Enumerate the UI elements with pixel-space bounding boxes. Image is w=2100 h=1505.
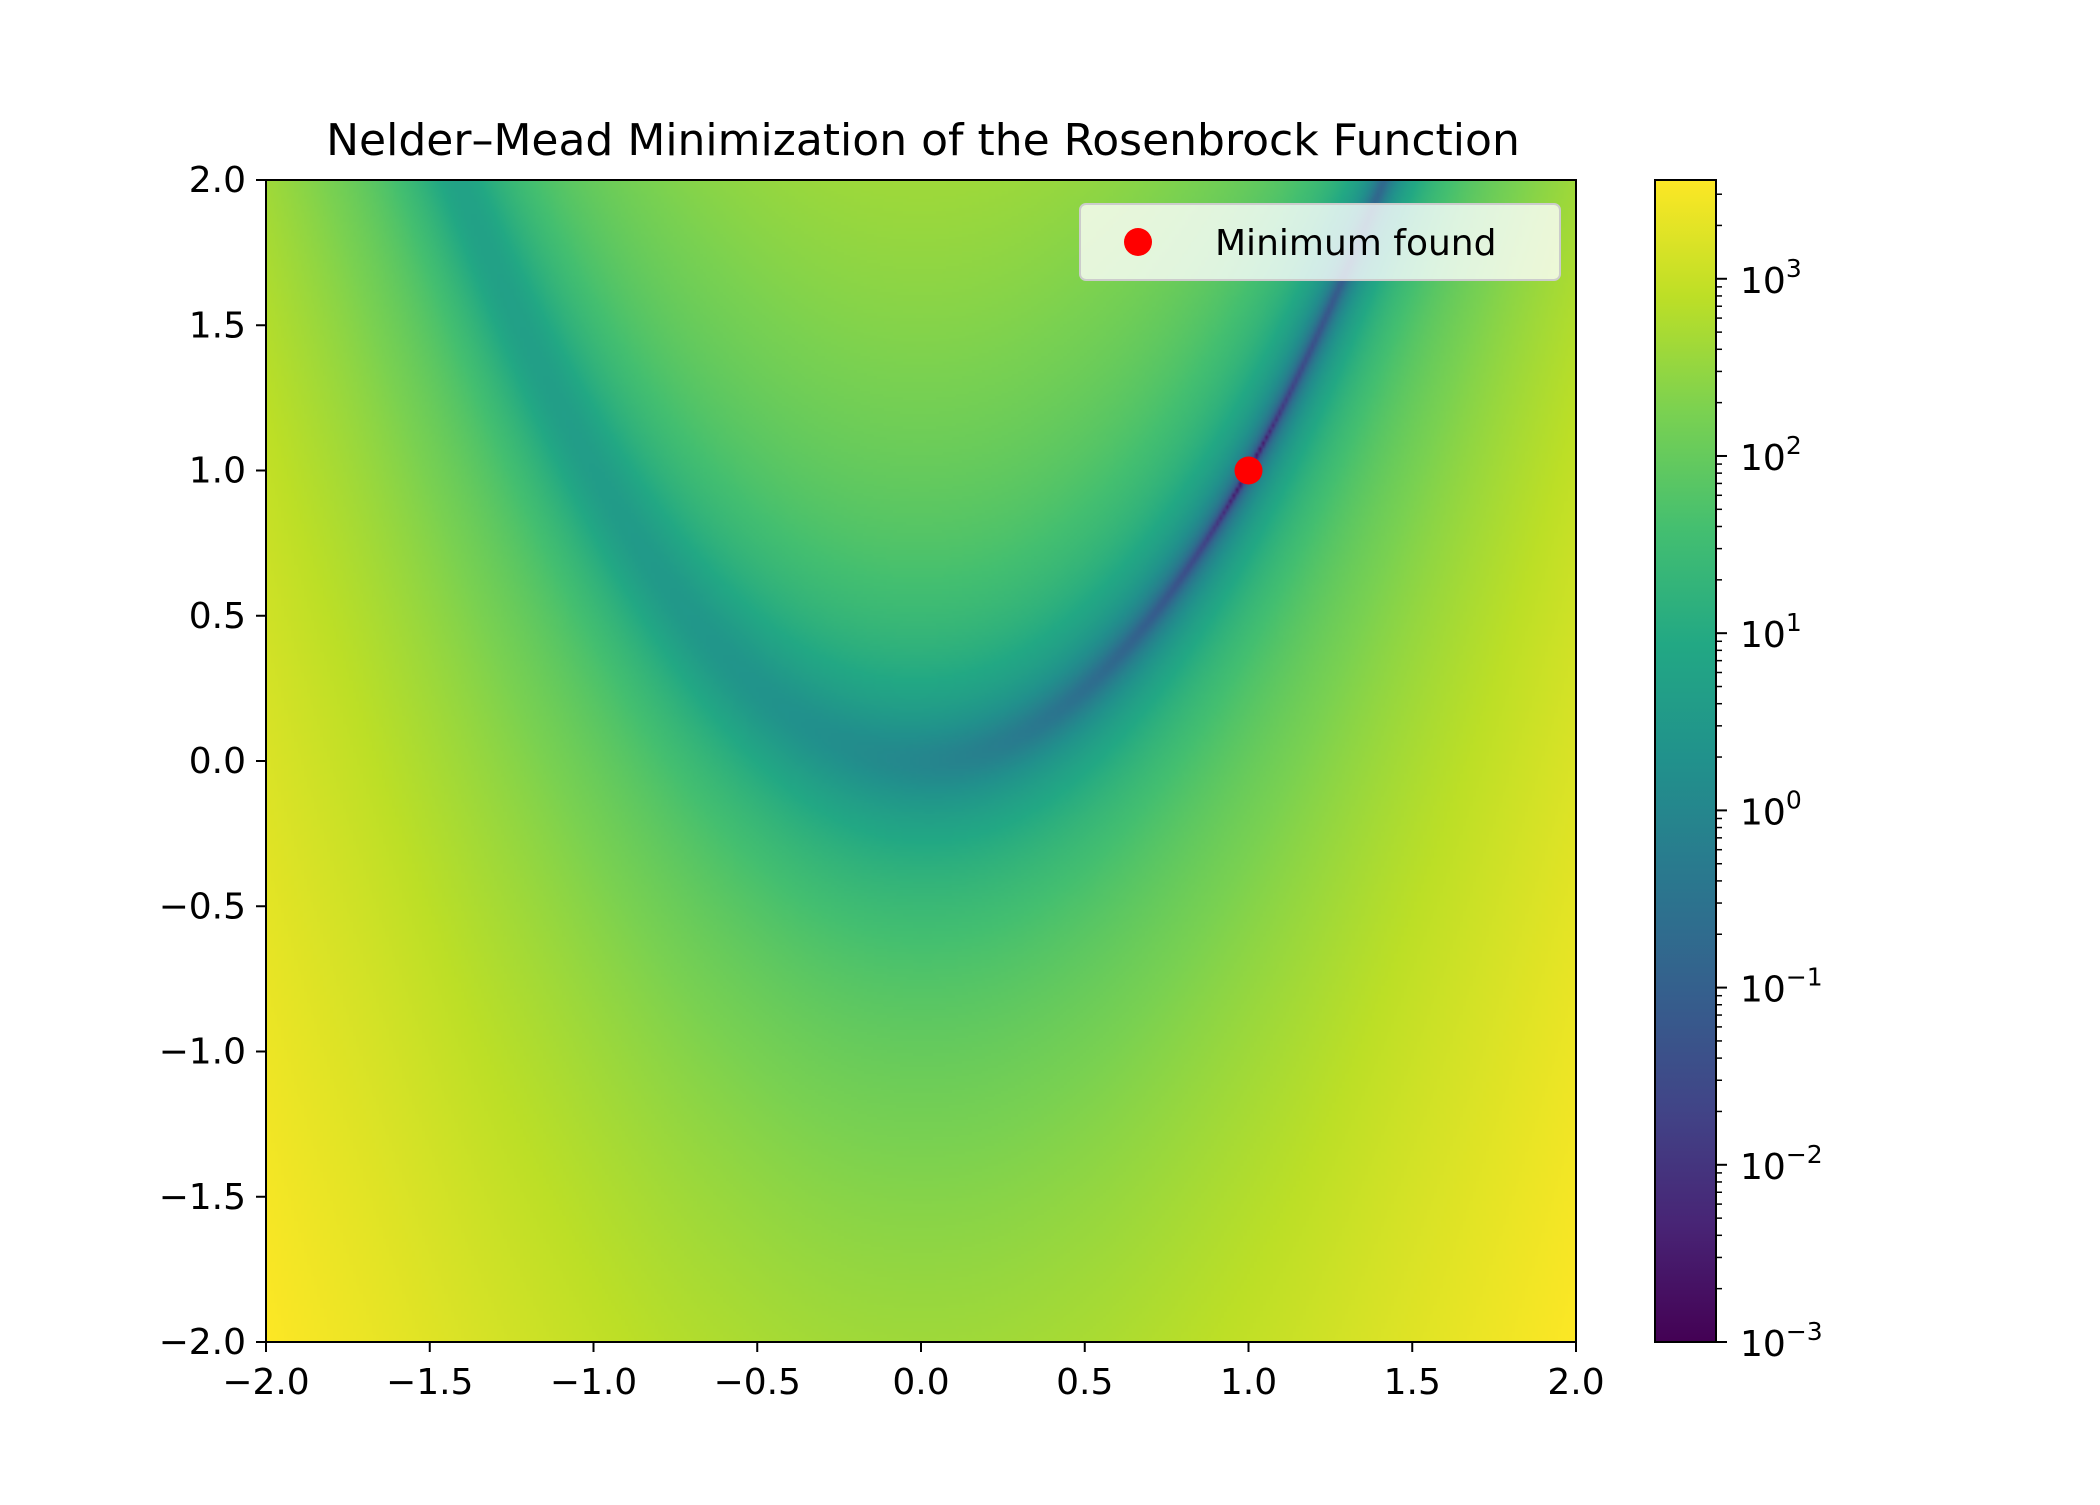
colorbar-tick-label: 103 bbox=[1740, 254, 1802, 302]
x-tick-label: −0.5 bbox=[714, 1362, 801, 1403]
x-tick-label: −2.0 bbox=[222, 1362, 309, 1403]
x-tick-label: 2.0 bbox=[1547, 1362, 1604, 1403]
y-tick-label: −1.5 bbox=[159, 1177, 246, 1218]
x-tick-label: 1.0 bbox=[1220, 1362, 1277, 1403]
y-tick-label: 0.5 bbox=[189, 596, 246, 637]
y-tick-label: 1.5 bbox=[189, 305, 246, 346]
x-tick-label: 0.0 bbox=[892, 1362, 949, 1403]
legend-box bbox=[1079, 203, 1561, 281]
legend-marker bbox=[1124, 228, 1152, 256]
heatmap-image bbox=[266, 180, 1576, 1342]
plot-area bbox=[265, 179, 1577, 1343]
y-tick-label: −1.0 bbox=[159, 1032, 246, 1073]
colorbar-tick-label: 100 bbox=[1740, 785, 1802, 833]
colorbar-gradient bbox=[1655, 180, 1716, 1342]
colorbar-tick-label: 101 bbox=[1740, 608, 1802, 656]
y-tick-label: 2.0 bbox=[189, 160, 246, 201]
x-tick-label: −1.0 bbox=[550, 1362, 637, 1403]
y-tick-label: 1.0 bbox=[189, 451, 246, 492]
colorbar-frame bbox=[1654, 179, 1717, 1343]
y-tick-label: −0.5 bbox=[159, 886, 246, 927]
colorbar-tick-label: 10−3 bbox=[1740, 1317, 1823, 1365]
colorbar-tick-label: 10−2 bbox=[1740, 1140, 1823, 1188]
colorbar-tick-label: 10−1 bbox=[1740, 963, 1823, 1011]
data-markers bbox=[1234, 456, 1263, 485]
x-tick-label: −1.5 bbox=[386, 1362, 473, 1403]
y-tick-label: 0.0 bbox=[189, 741, 246, 782]
colorbar-tick-label: 102 bbox=[1740, 431, 1802, 479]
colorbar: 10−3 10−2 10−1 100 101 102 103 bbox=[1654, 179, 1823, 1365]
legend: Minimum found bbox=[1079, 203, 1561, 281]
x-tick-label: 0.5 bbox=[1056, 1362, 1113, 1403]
legend-label: Minimum found bbox=[1215, 223, 1496, 264]
x-tick-label: 1.5 bbox=[1384, 1362, 1441, 1403]
y-tick-label: −2.0 bbox=[159, 1322, 246, 1363]
y-axis: −2.0 −1.5 −1.0 −0.5 0.0 0.5 1.0 1.5 2.0 bbox=[159, 160, 266, 1363]
x-axis: −2.0 −1.5 −1.0 −0.5 0.0 0.5 1.0 1.5 2.0 bbox=[222, 1342, 1605, 1403]
chart-title: Nelder–Mead Minimization of the Rosenbro… bbox=[326, 115, 1520, 166]
minimum-point-marker bbox=[1234, 456, 1263, 485]
